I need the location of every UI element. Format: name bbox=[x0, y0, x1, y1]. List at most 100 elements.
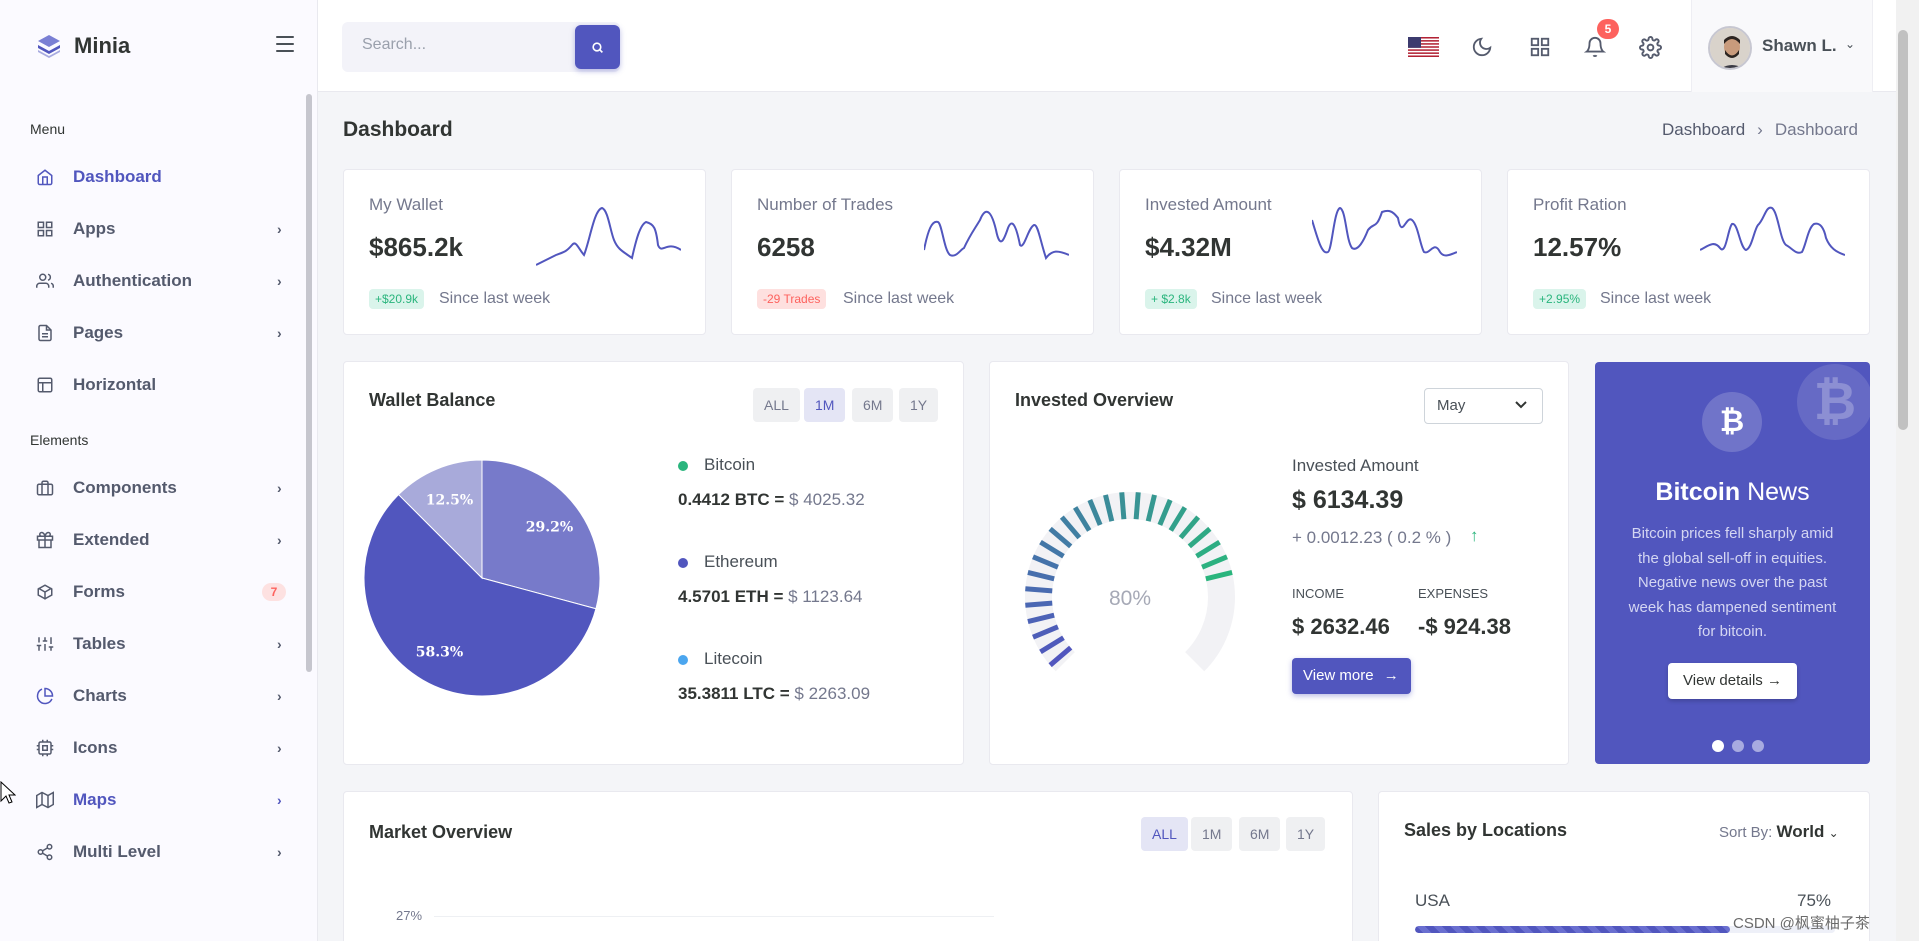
chevron-right-icon: › bbox=[277, 221, 282, 237]
sidebar-item-label: Components bbox=[73, 478, 177, 497]
gauge-segment bbox=[1201, 554, 1228, 570]
pie-slice[interactable] bbox=[481, 459, 601, 610]
elements-section-title: Elements bbox=[30, 432, 89, 448]
sidebar-item-label: Forms bbox=[73, 582, 125, 601]
sidebar-item-tables[interactable]: Tables › bbox=[0, 618, 317, 670]
apps-grid-icon[interactable] bbox=[1527, 34, 1553, 60]
sparkline-chart bbox=[924, 210, 1069, 261]
sidebar-item-horizontal[interactable]: Horizontal bbox=[0, 359, 317, 411]
sidebar-item-multi-level[interactable]: Multi Level › bbox=[0, 826, 317, 878]
sidebar-item-maps[interactable]: Maps › bbox=[0, 774, 317, 826]
invested-overview-card: Invested Overview May 80% Invested Amoun… bbox=[989, 361, 1569, 765]
filter-1y-button[interactable]: 1Y bbox=[1286, 817, 1326, 851]
sidebar-scrollbar[interactable] bbox=[306, 94, 312, 672]
bitcoin-legend-dot bbox=[678, 461, 688, 471]
search-input[interactable] bbox=[362, 36, 542, 54]
coin-value: 0.4412 BTC = $ 4025.32 bbox=[678, 490, 865, 509]
sales-by-locations-card: Sales by Locations Sort By: World ⌄ USA … bbox=[1378, 791, 1870, 941]
location-percent: 75% bbox=[1797, 891, 1832, 910]
share-icon bbox=[36, 843, 54, 861]
breadcrumb-link[interactable]: Dashboard bbox=[1662, 120, 1746, 139]
chevron-right-icon: › bbox=[277, 636, 282, 652]
filter-6m-button[interactable]: 6M bbox=[852, 388, 894, 422]
stat-label: Profit Ration bbox=[1533, 195, 1627, 214]
litecoin-legend-dot bbox=[678, 655, 688, 665]
sidebar-item-forms[interactable]: Forms 7 bbox=[0, 566, 317, 618]
carousel-dot[interactable] bbox=[1712, 740, 1724, 752]
sidebar-item-icons[interactable]: Icons › bbox=[0, 722, 317, 774]
gauge-segment bbox=[1133, 492, 1141, 520]
filter-1y-button[interactable]: 1Y bbox=[899, 388, 939, 422]
filter-all-button[interactable]: ALL bbox=[753, 388, 800, 422]
card-title: Sales by Locations bbox=[1404, 820, 1568, 840]
menu-toggle-icon[interactable] bbox=[276, 36, 294, 52]
location-name: USA bbox=[1415, 891, 1450, 910]
sidebar-item-dashboard[interactable]: Dashboard bbox=[0, 151, 317, 203]
sidebar-item-apps[interactable]: Apps › bbox=[0, 203, 317, 255]
coin-name: Ethereum bbox=[704, 552, 778, 571]
moon-icon[interactable] bbox=[1469, 34, 1495, 60]
gear-icon[interactable] bbox=[1637, 34, 1663, 60]
coin-name: Litecoin bbox=[704, 649, 763, 668]
sidebar-item-label: Dashboard bbox=[73, 167, 162, 186]
page-scrollbar[interactable] bbox=[1898, 30, 1908, 430]
carousel-dot[interactable] bbox=[1752, 740, 1764, 752]
coin-name: Bitcoin bbox=[704, 455, 756, 474]
filter-6m-button[interactable]: 6M bbox=[1239, 817, 1281, 851]
gauge-segment bbox=[1025, 600, 1053, 608]
sidebar-item-authentication[interactable]: Authentication › bbox=[0, 255, 317, 307]
gauge-segment bbox=[1073, 506, 1092, 532]
sidebar-item-charts[interactable]: Charts › bbox=[0, 670, 317, 722]
user-menu[interactable]: Shawn L. ⌄ bbox=[1691, 0, 1873, 92]
view-more-button[interactable]: View more → bbox=[1292, 658, 1411, 694]
view-details-button[interactable]: View details → bbox=[1668, 663, 1797, 699]
pie-slice[interactable] bbox=[397, 459, 483, 580]
logo-icon bbox=[38, 35, 60, 58]
chevron-down-icon bbox=[1515, 401, 1527, 409]
sort-by-dropdown[interactable]: Sort By: World ⌄ bbox=[1719, 822, 1839, 841]
month-select[interactable]: May bbox=[1424, 388, 1543, 424]
carousel-dot[interactable] bbox=[1732, 740, 1744, 752]
watermark: CSDN @枫蜜柚子茶 bbox=[1733, 915, 1870, 932]
filter-1m-button[interactable]: 1M bbox=[1191, 817, 1233, 851]
bell-icon[interactable] bbox=[1582, 34, 1608, 60]
sidebar-item-label: Icons bbox=[73, 738, 118, 757]
file-text-icon bbox=[36, 324, 54, 342]
bitcoin-watermark-icon: ₿ bbox=[1797, 364, 1870, 440]
pie-chart-icon bbox=[36, 687, 54, 705]
chevron-down-icon: ⌄ bbox=[1845, 37, 1856, 51]
chevron-right-icon: › bbox=[277, 740, 282, 756]
sidebar-item-extended[interactable]: Extended › bbox=[0, 514, 317, 566]
invested-change: + 0.0012.23 ( 0.2 % ) bbox=[1292, 528, 1452, 547]
sparkline-chart bbox=[1312, 206, 1457, 257]
pie-data-label: 12.5% bbox=[426, 493, 473, 509]
stat-card-wallet: My Wallet $865.2k +$20.9k Since last wee… bbox=[343, 169, 706, 335]
arrow-up-icon: ↑ bbox=[1470, 526, 1479, 545]
card-title: Invested Overview bbox=[1015, 390, 1174, 410]
search-button[interactable] bbox=[575, 25, 620, 69]
location-progress-fill bbox=[1415, 926, 1730, 933]
breadcrumb-separator-icon: › bbox=[1757, 120, 1763, 139]
gauge-segment bbox=[1039, 635, 1065, 654]
sidebar-item-pages[interactable]: Pages › bbox=[0, 307, 317, 359]
stat-label: My Wallet bbox=[369, 195, 443, 214]
filter-1m-button[interactable]: 1M bbox=[804, 388, 846, 422]
filter-all-button[interactable]: ALL bbox=[1141, 817, 1188, 851]
gridline bbox=[434, 916, 994, 917]
expenses-value: -$ 924.38 bbox=[1418, 614, 1511, 639]
sidebar-item-label: Multi Level bbox=[73, 842, 161, 861]
wallet-balance-card: Wallet Balance ALL 1M 6M 1Y 29.2% 58.3% 12… bbox=[343, 361, 964, 765]
carousel-indicators bbox=[1712, 740, 1764, 752]
gauge-segment bbox=[1032, 624, 1059, 640]
us-flag-icon[interactable] bbox=[1408, 37, 1439, 57]
gauge-segment bbox=[1187, 526, 1212, 549]
grid-icon bbox=[36, 220, 54, 238]
sidebar-item-label: Maps bbox=[73, 790, 117, 809]
sidebar-item-label: Authentication bbox=[73, 271, 192, 290]
chevron-right-icon: › bbox=[277, 532, 282, 548]
sliders-icon bbox=[36, 635, 54, 653]
sidebar-item-components[interactable]: Components › bbox=[0, 462, 317, 514]
invested-label: Invested Amount bbox=[1292, 456, 1419, 475]
pie-slice[interactable] bbox=[364, 493, 597, 697]
brand[interactable]: Minia bbox=[0, 0, 317, 92]
